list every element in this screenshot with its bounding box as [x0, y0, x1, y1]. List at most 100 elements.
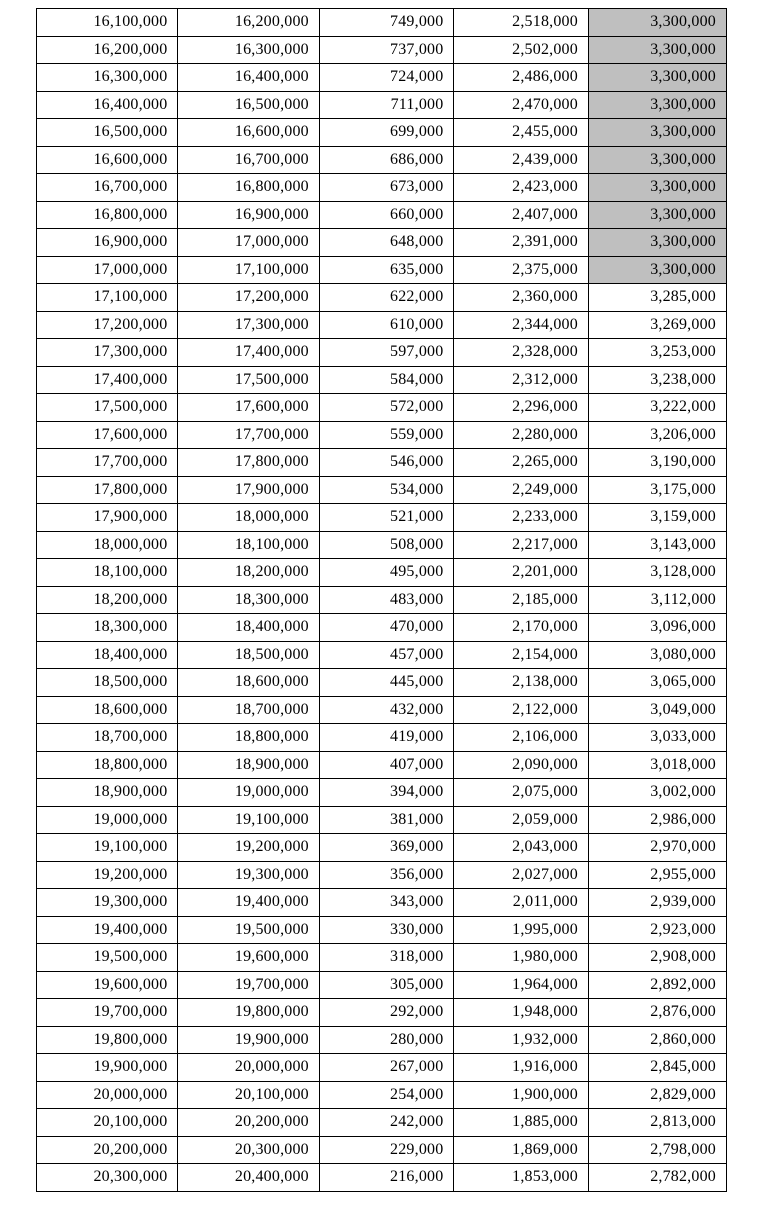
table-cell: 3,300,000: [588, 174, 726, 202]
table-cell: 584,000: [319, 366, 454, 394]
table-row: 20,200,00020,300,000229,0001,869,0002,79…: [37, 1136, 727, 1164]
table-cell: 19,500,000: [37, 944, 178, 972]
table-cell: 2,233,000: [454, 504, 589, 532]
table-row: 19,300,00019,400,000343,0002,011,0002,93…: [37, 889, 727, 917]
table-cell: 16,500,000: [37, 119, 178, 147]
table-cell: 17,500,000: [178, 366, 319, 394]
table-cell: 3,206,000: [588, 421, 726, 449]
data-table: 16,100,00016,200,000749,0002,518,0003,30…: [36, 8, 727, 1192]
table-cell: 16,800,000: [37, 201, 178, 229]
table-cell: 737,000: [319, 36, 454, 64]
table-cell: 16,100,000: [37, 9, 178, 37]
table-cell: 2,043,000: [454, 834, 589, 862]
table-cell: 19,800,000: [178, 999, 319, 1027]
table-cell: 3,300,000: [588, 9, 726, 37]
table-cell: 2,280,000: [454, 421, 589, 449]
table-cell: 305,000: [319, 971, 454, 999]
table-cell: 622,000: [319, 284, 454, 312]
table-cell: 254,000: [319, 1081, 454, 1109]
table-cell: 267,000: [319, 1054, 454, 1082]
table-cell: 3,238,000: [588, 366, 726, 394]
table-cell: 508,000: [319, 531, 454, 559]
table-row: 18,500,00018,600,000445,0002,138,0003,06…: [37, 669, 727, 697]
table-cell: 521,000: [319, 504, 454, 532]
table-row: 18,900,00019,000,000394,0002,075,0003,00…: [37, 779, 727, 807]
table-cell: 3,300,000: [588, 146, 726, 174]
table-cell: 2,375,000: [454, 256, 589, 284]
table-row: 19,400,00019,500,000330,0001,995,0002,92…: [37, 916, 727, 944]
table-cell: 3,222,000: [588, 394, 726, 422]
table-cell: 18,200,000: [178, 559, 319, 587]
table-cell: 2,782,000: [588, 1164, 726, 1192]
table-row: 20,100,00020,200,000242,0001,885,0002,81…: [37, 1109, 727, 1137]
table-cell: 19,800,000: [37, 1026, 178, 1054]
table-cell: 3,190,000: [588, 449, 726, 477]
table-cell: 2,391,000: [454, 229, 589, 257]
table-cell: 20,100,000: [37, 1109, 178, 1137]
table-cell: 673,000: [319, 174, 454, 202]
table-cell: 16,300,000: [178, 36, 319, 64]
table-cell: 546,000: [319, 449, 454, 477]
table-row: 16,600,00016,700,000686,0002,439,0003,30…: [37, 146, 727, 174]
table-cell: 2,011,000: [454, 889, 589, 917]
table-cell: 2,138,000: [454, 669, 589, 697]
table-cell: 2,939,000: [588, 889, 726, 917]
table-cell: 381,000: [319, 806, 454, 834]
table-cell: 19,700,000: [37, 999, 178, 1027]
table-cell: 749,000: [319, 9, 454, 37]
table-cell: 2,328,000: [454, 339, 589, 367]
table-cell: 20,300,000: [37, 1164, 178, 1192]
table-row: 19,900,00020,000,000267,0001,916,0002,84…: [37, 1054, 727, 1082]
table-cell: 17,400,000: [37, 366, 178, 394]
table-cell: 2,470,000: [454, 91, 589, 119]
table-body: 16,100,00016,200,000749,0002,518,0003,30…: [37, 9, 727, 1192]
table-row: 20,000,00020,100,000254,0001,900,0002,82…: [37, 1081, 727, 1109]
table-cell: 343,000: [319, 889, 454, 917]
table-cell: 17,600,000: [178, 394, 319, 422]
table-cell: 19,200,000: [178, 834, 319, 862]
table-cell: 2,027,000: [454, 861, 589, 889]
table-cell: 1,885,000: [454, 1109, 589, 1137]
table-cell: 19,400,000: [178, 889, 319, 917]
table-cell: 330,000: [319, 916, 454, 944]
table-cell: 419,000: [319, 724, 454, 752]
table-cell: 18,200,000: [37, 586, 178, 614]
table-cell: 407,000: [319, 751, 454, 779]
table-cell: 3,300,000: [588, 119, 726, 147]
table-row: 17,200,00017,300,000610,0002,344,0003,26…: [37, 311, 727, 339]
table-row: 19,800,00019,900,000280,0001,932,0002,86…: [37, 1026, 727, 1054]
table-cell: 635,000: [319, 256, 454, 284]
table-cell: 2,860,000: [588, 1026, 726, 1054]
table-cell: 2,185,000: [454, 586, 589, 614]
table-cell: 16,300,000: [37, 64, 178, 92]
table-cell: 1,932,000: [454, 1026, 589, 1054]
table-cell: 2,344,000: [454, 311, 589, 339]
table-cell: 648,000: [319, 229, 454, 257]
table-cell: 19,700,000: [178, 971, 319, 999]
table-cell: 19,300,000: [37, 889, 178, 917]
table-cell: 2,122,000: [454, 696, 589, 724]
table-row: 18,100,00018,200,000495,0002,201,0003,12…: [37, 559, 727, 587]
table-cell: 16,900,000: [37, 229, 178, 257]
table-cell: 17,100,000: [37, 284, 178, 312]
table-cell: 2,106,000: [454, 724, 589, 752]
table-cell: 711,000: [319, 91, 454, 119]
table-cell: 1,853,000: [454, 1164, 589, 1192]
table-cell: 17,100,000: [178, 256, 319, 284]
table-row: 16,700,00016,800,000673,0002,423,0003,30…: [37, 174, 727, 202]
table-cell: 20,200,000: [37, 1136, 178, 1164]
table-row: 18,300,00018,400,000470,0002,170,0003,09…: [37, 614, 727, 642]
table-cell: 3,253,000: [588, 339, 726, 367]
table-cell: 597,000: [319, 339, 454, 367]
table-row: 17,600,00017,700,000559,0002,280,0003,20…: [37, 421, 727, 449]
table-cell: 17,700,000: [178, 421, 319, 449]
table-cell: 2,439,000: [454, 146, 589, 174]
table-cell: 3,065,000: [588, 669, 726, 697]
table-cell: 3,033,000: [588, 724, 726, 752]
table-cell: 17,000,000: [178, 229, 319, 257]
table-cell: 470,000: [319, 614, 454, 642]
table-cell: 3,175,000: [588, 476, 726, 504]
table-row: 19,000,00019,100,000381,0002,059,0002,98…: [37, 806, 727, 834]
table-cell: 2,296,000: [454, 394, 589, 422]
table-cell: 2,423,000: [454, 174, 589, 202]
